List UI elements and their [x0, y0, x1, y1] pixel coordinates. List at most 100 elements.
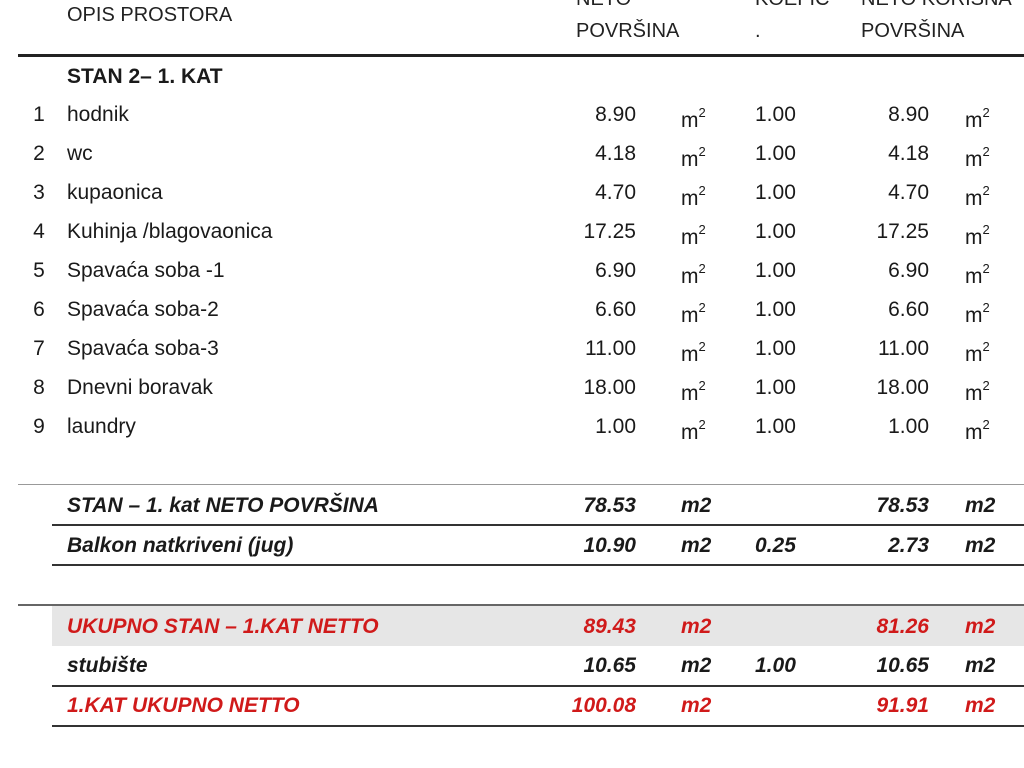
neto-area: 4.18 [595, 142, 636, 165]
divider [18, 484, 1024, 485]
room-number: 2 [33, 142, 45, 165]
room-number: 4 [33, 220, 45, 243]
superscript: 2 [698, 183, 706, 198]
room-row: 2 wc 4.18 m2 1.00 4.18 m2 [0, 134, 1024, 173]
usable-unit: m2 [965, 261, 990, 288]
coefficient: 1.00 [755, 376, 796, 399]
room-row: 3 kupaonica 4.70 m2 1.00 4.70 m2 [0, 173, 1024, 212]
neto-unit: m2 [681, 654, 712, 677]
coefficient: 1.00 [755, 337, 796, 360]
neto-area: 89.43 [583, 615, 636, 638]
usable-unit: m2 [965, 339, 990, 366]
superscript: 2 [982, 378, 990, 393]
superscript: 2 [982, 339, 990, 354]
room-number: 5 [33, 259, 45, 282]
superscript: 2 [698, 417, 706, 432]
room-row: 9 laundry 1.00 m2 1.00 1.00 m2 [0, 407, 1024, 446]
usable-unit: m2 [965, 534, 996, 557]
neto-unit: m2 [681, 534, 712, 557]
usable-area: 4.18 [888, 142, 929, 165]
neto-unit: m2 [681, 378, 706, 405]
superscript: 2 [698, 339, 706, 354]
neto-unit: m2 [681, 494, 712, 517]
usable-area: 81.26 [876, 615, 929, 638]
neto-unit: m2 [681, 417, 706, 444]
neto-unit: m2 [681, 144, 706, 171]
usable-unit: m2 [965, 694, 996, 717]
neto-area: 11.00 [585, 337, 636, 360]
neto-unit: m2 [681, 694, 712, 717]
room-number: 1 [33, 103, 45, 126]
divider [52, 524, 1024, 526]
room-number: 9 [33, 415, 45, 438]
usable-unit: m2 [965, 654, 996, 677]
neto-unit: m2 [681, 183, 706, 210]
usable-unit: m2 [965, 300, 990, 327]
usable-unit: m2 [965, 494, 996, 517]
room-name: Spavaća soba-3 [67, 337, 219, 360]
summary-name: STAN – 1. kat NETO POVRŠINA [67, 494, 379, 517]
room-name: kupaonica [67, 181, 163, 204]
usable-unit: m2 [965, 105, 990, 132]
summary-name: UKUPNO STAN – 1.KAT NETTO [67, 615, 379, 638]
coefficient: 1.00 [755, 142, 796, 165]
usable-unit: m2 [965, 615, 996, 638]
room-row: 8 Dnevni boravak 18.00 m2 1.00 18.00 m2 [0, 368, 1024, 407]
usable-area: 8.90 [888, 103, 929, 126]
header-koef-2: . [755, 20, 761, 42]
superscript: 2 [698, 105, 706, 120]
room-name: Dnevni boravak [67, 376, 213, 399]
neto-area: 10.90 [583, 534, 636, 557]
superscript: 2 [698, 222, 706, 237]
neto-area: 17.25 [583, 220, 636, 243]
room-name: Kuhinja /blagovaonica [67, 220, 273, 243]
header-neto-1: NETO [576, 0, 631, 11]
superscript: 2 [982, 417, 990, 432]
usable-area: 91.91 [876, 694, 929, 717]
coefficient: 0.25 [755, 534, 796, 557]
neto-area: 6.60 [595, 298, 636, 321]
usable-unit: m2 [965, 183, 990, 210]
neto-unit: m2 [681, 261, 706, 288]
room-row: 5 Spavaća soba -1 6.90 m2 1.00 6.90 m2 [0, 251, 1024, 290]
neto-area: 78.53 [583, 494, 636, 517]
usable-area: 6.90 [888, 259, 929, 282]
neto-unit: m2 [681, 339, 706, 366]
superscript: 2 [982, 144, 990, 159]
room-name: wc [67, 142, 93, 165]
usable-area: 78.53 [876, 494, 929, 517]
neto-area: 18.00 [583, 376, 636, 399]
neto-unit: m2 [681, 105, 706, 132]
usable-area: 10.65 [876, 654, 929, 677]
coefficient: 1.00 [755, 181, 796, 204]
room-row: 4 Kuhinja /blagovaonica 17.25 m2 1.00 17.25 m2 [0, 212, 1024, 251]
superscript: 2 [982, 105, 990, 120]
neto-unit: m2 [681, 300, 706, 327]
room-row: 7 Spavaća soba-3 11.00 m2 1.00 11.00 m2 [0, 329, 1024, 368]
divider [52, 685, 1024, 687]
room-number: 3 [33, 181, 45, 204]
room-name: Spavaća soba -1 [67, 259, 225, 282]
usable-unit: m2 [965, 378, 990, 405]
superscript: 2 [982, 261, 990, 276]
summary-row: 1.KAT UKUPNO NETTO 100.08 m2 91.91 m2 [0, 686, 1024, 725]
superscript: 2 [698, 261, 706, 276]
superscript: 2 [698, 300, 706, 315]
usable-unit: m2 [965, 417, 990, 444]
coefficient: 1.00 [755, 298, 796, 321]
room-name: hodnik [67, 103, 129, 126]
summary-name: stubište [67, 654, 148, 677]
header-opis: OPIS PROSTORA [67, 4, 233, 26]
usable-area: 18.00 [876, 376, 929, 399]
room-number: 7 [33, 337, 45, 360]
summary-name: Balkon natkriveni (jug) [67, 534, 294, 557]
superscript: 2 [982, 300, 990, 315]
header-divider [18, 54, 1024, 57]
summary-row: Balkon natkriveni (jug) 10.90 m2 0.25 2.73 m2 [0, 526, 1024, 565]
header-koef-1: KOEFIC [755, 0, 829, 11]
room-name: laundry [67, 415, 136, 438]
room-row: 1 hodnik 8.90 m2 1.00 8.90 m2 [0, 95, 1024, 134]
divider [52, 564, 1024, 566]
divider [18, 604, 1024, 606]
usable-area: 1.00 [888, 415, 929, 438]
